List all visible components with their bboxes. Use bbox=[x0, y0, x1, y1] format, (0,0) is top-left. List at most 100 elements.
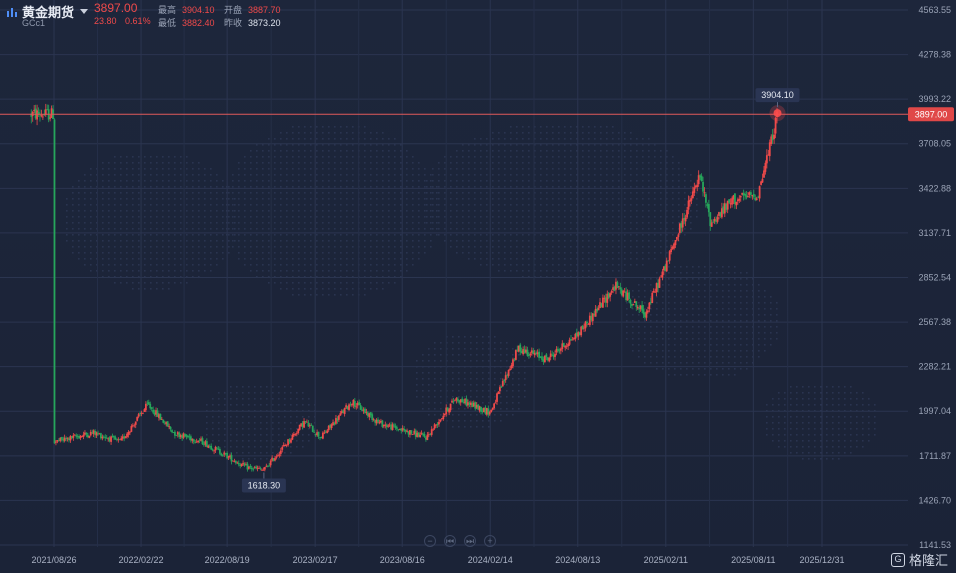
candle-body bbox=[242, 462, 244, 464]
candle-body bbox=[240, 463, 243, 467]
scroll-end-button[interactable]: ⏭ bbox=[464, 535, 476, 547]
candle-body bbox=[770, 136, 773, 145]
candle-body bbox=[661, 271, 664, 278]
symbol-selector[interactable]: 黄金期货 bbox=[6, 2, 89, 21]
candle-body bbox=[250, 467, 253, 469]
candle-body bbox=[549, 353, 552, 358]
candle-body bbox=[471, 402, 474, 408]
candle-body bbox=[510, 365, 513, 369]
candle-body bbox=[683, 217, 686, 220]
candle-body bbox=[642, 309, 645, 315]
candle-body bbox=[115, 438, 118, 440]
candle-body bbox=[401, 428, 404, 431]
candle-body bbox=[36, 110, 38, 120]
candle-body bbox=[533, 352, 536, 356]
zoom-out-button[interactable]: − bbox=[424, 535, 436, 547]
candle-body bbox=[366, 412, 369, 416]
candle-body bbox=[184, 434, 186, 436]
candle-body bbox=[739, 195, 742, 198]
candles bbox=[30, 103, 778, 472]
candle-body bbox=[50, 108, 53, 118]
candle-body bbox=[189, 436, 192, 441]
candle-body bbox=[561, 343, 564, 349]
scroll-start-button[interactable]: ⏮ bbox=[444, 535, 456, 547]
candle-body bbox=[398, 429, 401, 431]
candle-body bbox=[147, 402, 150, 405]
candle-body bbox=[529, 353, 532, 356]
zoom-in-button[interactable]: + bbox=[484, 535, 496, 547]
candle-body bbox=[261, 469, 263, 471]
candle-body bbox=[616, 282, 619, 289]
candle-body bbox=[657, 282, 659, 289]
candle-body bbox=[201, 438, 204, 445]
candle-body bbox=[487, 408, 490, 415]
candle-body bbox=[646, 310, 649, 313]
candle-body bbox=[773, 134, 776, 139]
candle-body bbox=[700, 175, 703, 182]
candle-body bbox=[72, 435, 75, 438]
candle-body bbox=[503, 379, 506, 382]
candle-body bbox=[203, 444, 205, 446]
high-stat: 最高 3904.10 bbox=[158, 3, 215, 16]
candle-body bbox=[271, 457, 274, 461]
prev-close-stat: 昨收 3873.20 bbox=[224, 16, 281, 29]
candle-body bbox=[70, 436, 73, 439]
candle-body bbox=[736, 199, 739, 202]
candle-body bbox=[176, 432, 179, 435]
candle-body bbox=[422, 433, 424, 435]
candle-body bbox=[578, 332, 581, 335]
candle-body bbox=[137, 414, 140, 417]
candle-body bbox=[269, 460, 272, 466]
candle-body bbox=[204, 441, 207, 445]
candle-body bbox=[731, 198, 733, 205]
candle-body bbox=[593, 313, 596, 316]
candle-body bbox=[278, 454, 281, 456]
candle-body bbox=[249, 465, 252, 468]
candle-body bbox=[590, 316, 593, 321]
candle-body bbox=[365, 412, 368, 413]
candle-body bbox=[181, 435, 184, 439]
candle-body bbox=[377, 419, 379, 422]
candle-body bbox=[298, 424, 301, 430]
candle-body bbox=[490, 409, 493, 413]
candle-body bbox=[623, 291, 626, 293]
candle-body bbox=[710, 222, 713, 227]
candle-body bbox=[406, 430, 408, 432]
candle-body bbox=[237, 463, 240, 465]
candle-body bbox=[499, 387, 501, 391]
candle-body bbox=[484, 407, 487, 414]
candle-body bbox=[356, 402, 359, 406]
candle-body bbox=[674, 240, 677, 246]
candle-body bbox=[761, 178, 764, 183]
candle-body bbox=[562, 342, 565, 347]
candle-body bbox=[268, 465, 271, 467]
candle-body bbox=[602, 297, 604, 308]
candle-body bbox=[288, 439, 291, 442]
candle-body bbox=[671, 247, 674, 249]
candle-body bbox=[462, 402, 465, 404]
symbol-name: 黄金期货 bbox=[22, 5, 75, 20]
candle-body bbox=[413, 430, 416, 434]
candle-body bbox=[596, 308, 599, 312]
candle-body bbox=[395, 427, 398, 429]
candle-body bbox=[113, 436, 115, 438]
last-price: 3897.00 bbox=[94, 1, 138, 15]
x-tick-label: 2025/12/31 bbox=[799, 555, 844, 565]
candle-body bbox=[558, 350, 561, 352]
chevron-down-icon[interactable] bbox=[80, 9, 89, 14]
candle-body bbox=[764, 162, 767, 172]
candle-body bbox=[156, 410, 159, 417]
candle-body bbox=[60, 436, 63, 440]
brand-logo: G 格隆汇 bbox=[890, 550, 948, 569]
candle-body bbox=[612, 287, 614, 291]
candle-body bbox=[314, 433, 317, 436]
candle-body bbox=[381, 420, 384, 427]
candle-body bbox=[272, 458, 275, 462]
candle-body bbox=[758, 186, 761, 199]
candle-body bbox=[340, 411, 343, 414]
candle-body bbox=[654, 291, 657, 293]
candle-body bbox=[126, 433, 128, 438]
candle-body bbox=[774, 117, 777, 134]
candle-body bbox=[514, 350, 517, 360]
